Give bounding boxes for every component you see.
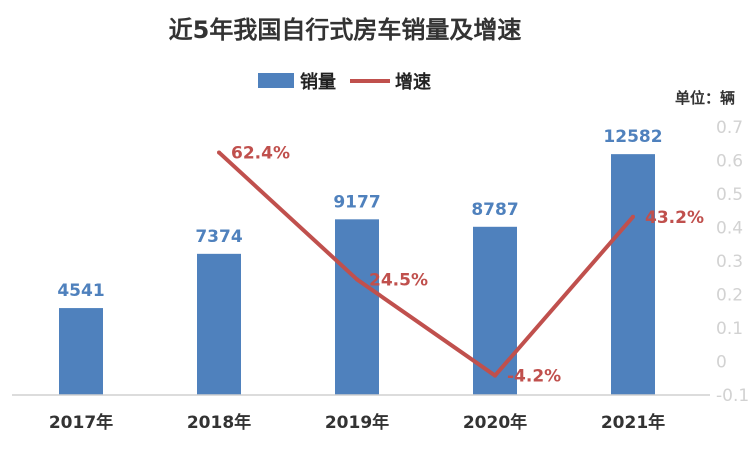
bar: [335, 219, 379, 395]
line-point: [631, 214, 635, 219]
x-tick-label: 2021年: [601, 412, 665, 433]
y2-tick-label: 0.4: [716, 219, 743, 239]
legend-label-bar: 销量: [300, 71, 336, 93]
y2-tick-label: 0.2: [716, 286, 743, 306]
legend-label-line: 增速: [395, 71, 431, 93]
bar-series: 4541 7374 9177 8787 12582: [57, 127, 663, 395]
legend: 销量 增速: [258, 71, 431, 93]
y2-tick-label: 0.5: [716, 185, 743, 205]
x-tick-label: 2020年: [463, 412, 527, 433]
y2-tick-label: 0.3: [716, 252, 743, 272]
line-point: [217, 150, 221, 155]
bar: [197, 253, 241, 395]
bar-data-label: 7374: [195, 227, 242, 247]
line-data-label: 24.5%: [369, 270, 428, 290]
x-tick-label: 2018年: [187, 412, 251, 433]
line-series: 62.4% 24.5% -4.2% 43.2%: [217, 143, 704, 387]
unit-label: 单位：辆: [675, 89, 735, 107]
line-data-label: -4.2%: [507, 367, 561, 387]
line-data-label: 62.4%: [231, 143, 290, 163]
legend-swatch-bar: [258, 73, 294, 88]
y2-tick-label: 0.7: [716, 118, 743, 138]
bar-data-label: 12582: [603, 127, 662, 147]
x-axis: 2017年 2018年 2019年 2020年 2021年: [49, 412, 665, 433]
growth-line: [217, 150, 635, 378]
y2-tick-label: -0.1: [716, 386, 749, 406]
bar-data-label: 9177: [333, 192, 380, 212]
bar: [59, 308, 103, 395]
y2-tick-label: 0: [716, 353, 727, 373]
y2-tick-label: 0.6: [716, 152, 743, 172]
y2-tick-label: 0.1: [716, 319, 743, 339]
line-data-label: 43.2%: [645, 208, 704, 228]
line-point: [355, 277, 359, 282]
line-point: [493, 373, 497, 378]
x-tick-label: 2019年: [325, 412, 389, 433]
bar: [611, 154, 655, 395]
bar-data-label: 8787: [471, 200, 518, 220]
chart-title: 近5年我国自行式房车销量及增速: [169, 16, 522, 44]
bar-data-label: 4541: [57, 281, 104, 301]
x-tick-label: 2017年: [49, 412, 113, 433]
y2-axis: 0.7 0.6 0.5 0.4 0.3 0.2 0.1 0 -0.1: [716, 118, 749, 406]
